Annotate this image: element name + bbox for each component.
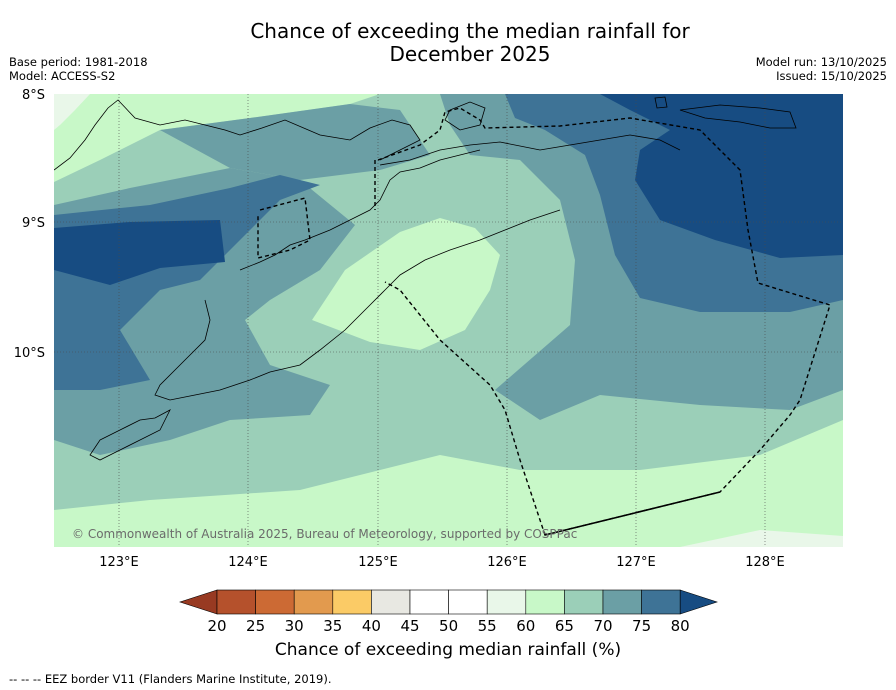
eez-border-solid-segment [544,491,721,536]
contour-55-60-southeast [680,530,843,547]
copyright-watermark: © Commonwealth of Australia 2025, Bureau… [72,527,577,541]
colorbar-tick-label: 30 [285,617,304,635]
lon-label-125e: 125°E [358,555,398,570]
colorbar-swatch [293,589,334,615]
lon-label-124e: 124°E [228,555,268,570]
contour-70-75-north [160,104,430,180]
colorbar-label: Chance of exceeding median rainfall (%) [274,640,622,660]
title-line-2: December 2025 [389,42,551,66]
coastline-timor-south [154,209,561,401]
colorbar-swatch [216,589,256,615]
contour-60-65-northwest [54,94,380,182]
colorbar-tick-label: 40 [362,617,381,635]
lon-label-126e: 126°E [487,555,527,570]
colorbar-under-arrow [179,589,218,615]
lon-label-127e: 127°E [616,555,656,570]
map-title: Chance of exceeding the median rainfall … [0,20,896,66]
contour-80plus-east [600,94,843,258]
title-line-1: Chance of exceeding the median rainfall … [250,19,690,43]
coastline-flores [54,99,421,171]
coastline-rote [89,409,171,461]
model-text: Model: ACCESS-S2 [9,68,116,83]
meta-left: Base period: 1981-2018 Model: ACCESS-S2 [9,55,148,83]
colorbar-swatch [448,589,488,615]
colorbar-tick-label: 65 [555,617,574,635]
colorbar-tick-label: 35 [323,617,342,635]
colorbar-tick-label: 70 [593,617,612,635]
meta-right: Model run: 13/10/2025 Issued: 15/10/2025 [755,55,887,83]
lon-label-128e: 128°E [745,555,785,570]
footer-note: -- -- -- EEZ border V11 (Flanders Marine… [9,672,332,686]
coastline-timor-north [379,134,681,166]
issued-text: Issued: 15/10/2025 [776,68,887,83]
colorbar: 20 25 30 35 40 45 50 55 60 65 70 75 80 [179,589,718,635]
colorbar-swatch [255,589,295,615]
lon-label-123e: 123°E [99,555,139,570]
colorbar-swatch [332,589,372,615]
map-plot-area: © Commonwealth of Australia 2025, Bureau… [54,94,843,547]
colorbar-swatch [641,589,681,615]
colorbar-tick-label: 25 [246,617,265,635]
base-period-text: Base period: 1981-2018 [9,55,148,69]
coastline-island-northeast [679,104,797,129]
lat-label-9s: 9°S [22,216,45,231]
contour-60-65-south [54,420,843,547]
colorbar-tick-label: 45 [400,617,419,635]
coastline-sumba-north [239,149,481,271]
eez-border [257,107,831,536]
coastline-islet-northeast [654,96,668,109]
contour-80plus-west [54,220,225,285]
contour-55-60-northwest [54,94,90,130]
colorbar-tick-label: 60 [516,617,535,635]
colorbar-tick-label: 80 [671,617,690,635]
contour-60-65-central [312,218,500,350]
lat-label-8s: 8°S [22,88,45,103]
coastline-wetar-west [444,101,486,131]
gridlines [54,94,843,547]
colorbar-tick-label: 75 [632,617,651,635]
colorbar-tick-label: 55 [478,617,497,635]
colorbar-swatch [564,589,604,615]
colorbar-over-arrow [679,589,718,615]
model-run-text: Model run: 13/10/2025 [755,55,887,69]
lat-label-10s: 10°S [14,346,45,361]
colorbar-tick-label: 20 [207,617,226,635]
colorbar-swatch [409,589,449,615]
colorbar-swatch [371,589,411,615]
coastlines [54,96,797,461]
colorbar-tick-label: 50 [439,617,458,635]
colorbar-swatch [486,589,527,615]
colorbar-swatch [602,589,642,615]
colorbar-swatch [525,589,565,615]
